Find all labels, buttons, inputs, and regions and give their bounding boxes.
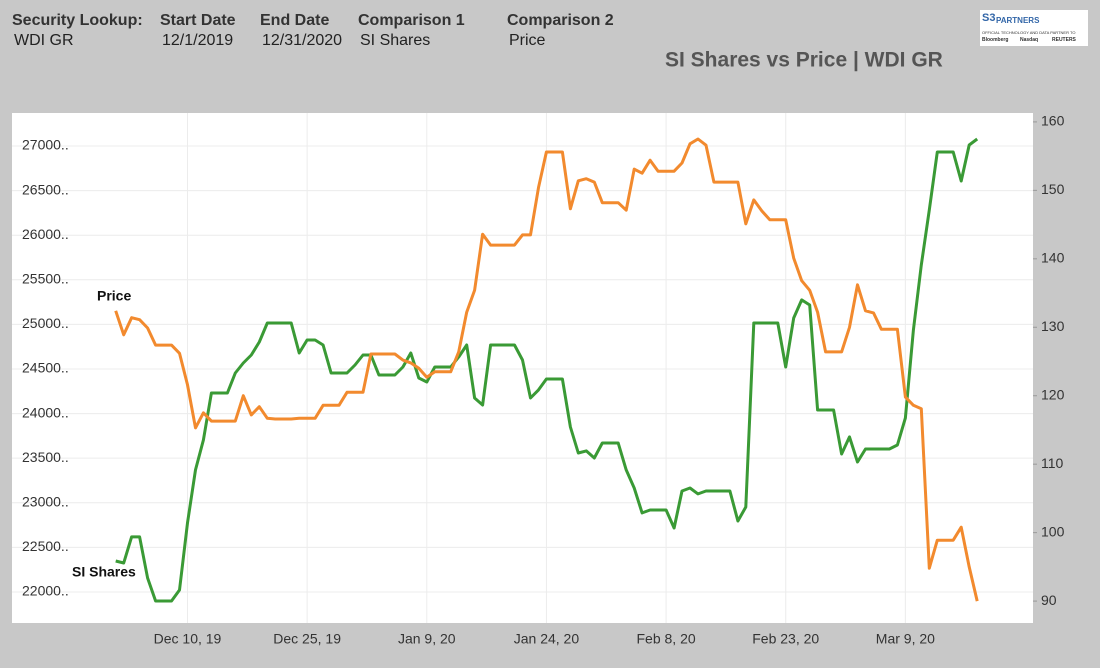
header-label: Security Lookup: (12, 12, 143, 29)
x-tick-label: Feb 23, 20 (752, 631, 819, 647)
header-field: End Date 12/31/2020 (260, 12, 342, 50)
series-line (115, 137, 979, 603)
y2-tick-label: 120 (1041, 386, 1065, 402)
y2-tick-label: 130 (1041, 318, 1065, 334)
logo-partner: Nasdaq (1020, 37, 1039, 43)
header-value: SI Shares (360, 32, 431, 49)
y-tick-label: 24000.. (22, 404, 69, 420)
header-value: 12/1/2019 (162, 32, 234, 49)
logo: S3 PARTNERS OFFICIAL TECHNOLOGY AND DATA… (980, 10, 1088, 46)
header-value: Price (509, 32, 546, 49)
header-field: Security Lookup: WDI GR (12, 12, 143, 50)
series-label: SI Shares (72, 564, 136, 580)
x-tick-label: Mar 9, 20 (876, 631, 935, 647)
y2-tick-label: 100 (1041, 523, 1065, 539)
series-line (114, 137, 979, 602)
y2-tick-label: 140 (1041, 250, 1065, 266)
header-label: Comparison 1 (358, 12, 465, 29)
y-tick-label: 26500.. (22, 181, 69, 197)
y-tick-label: 23000.. (22, 493, 69, 509)
x-tick-label: Dec 25, 19 (273, 631, 341, 647)
y2-tick-label: 90 (1041, 592, 1057, 608)
header-field: Comparison 2 Price (507, 12, 614, 50)
chart-title: SI Shares vs Price | WDI GR (665, 49, 943, 72)
header-value: WDI GR (14, 32, 74, 49)
header-field: Comparison 1 SI Shares (358, 12, 465, 50)
x-tick-label: Jan 9, 20 (398, 631, 456, 647)
logo-partner: Bloomberg (982, 37, 1009, 43)
y-tick-label: 27000.. (22, 137, 69, 153)
plot-area (12, 113, 1033, 623)
logo-name: PARTNERS (996, 16, 1040, 25)
header-value: 12/31/2020 (262, 32, 343, 49)
y-tick-label: 22500.. (22, 538, 69, 554)
x-tick-label: Dec 10, 19 (154, 631, 222, 647)
logo-partner: REUTERS (1052, 37, 1076, 43)
y-tick-label: 23500.. (22, 449, 69, 465)
y2-tick-label: 150 (1041, 181, 1065, 197)
header-label: Comparison 2 (507, 12, 614, 29)
y-tick-label: 25000.. (22, 315, 69, 331)
logo-mark: S3 (982, 12, 996, 24)
x-tick-label: Jan 24, 20 (514, 631, 580, 647)
y-tick-label: 25500.. (22, 270, 69, 286)
y2-tick-label: 160 (1041, 113, 1065, 129)
y2-tick-label: 110 (1041, 455, 1064, 471)
series-label: Price (97, 288, 131, 304)
x-tick-label: Feb 8, 20 (637, 631, 696, 647)
header-label: Start Date (160, 12, 236, 29)
logo-tagline: OFFICIAL TECHNOLOGY AND DATA PARTNER TO (982, 30, 1076, 35)
y-tick-label: 22000.. (22, 583, 69, 599)
header-label: End Date (260, 12, 330, 29)
header-field: Start Date 12/1/2019 (160, 12, 236, 50)
y-tick-label: 24500.. (22, 360, 69, 376)
y-tick-label: 26000.. (22, 226, 69, 242)
